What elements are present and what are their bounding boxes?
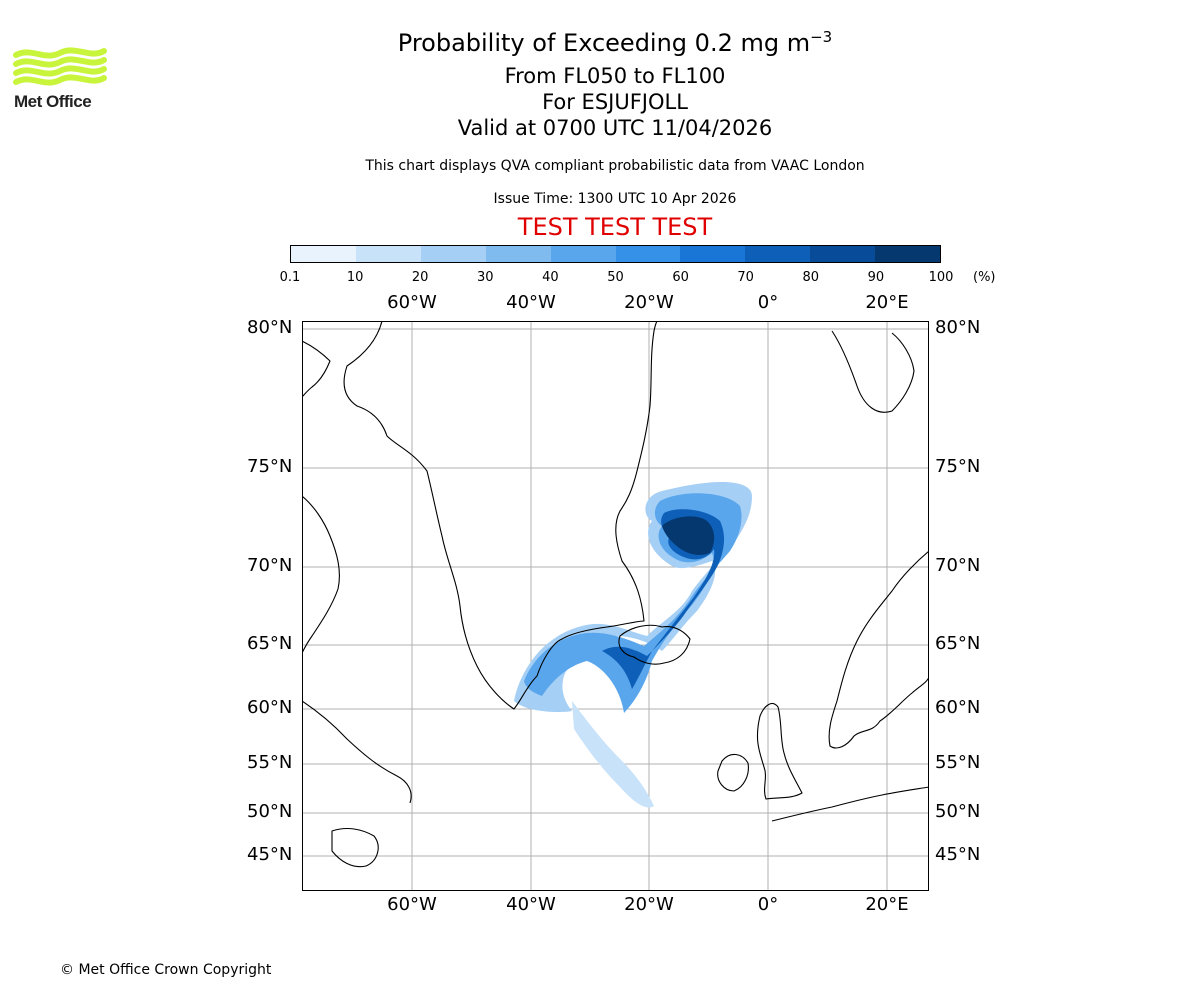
chart-description: This chart displays QVA compliant probab… <box>365 158 865 174</box>
lon-label-top-4: 20°E <box>865 292 909 313</box>
lon-label-top-3: 0° <box>757 292 779 313</box>
test-banner: TEST TEST TEST <box>517 213 713 241</box>
colorbar-unit: (%) <box>973 270 996 285</box>
coast-labrador <box>302 700 412 804</box>
coast-britain <box>756 703 803 800</box>
lat-label-left-4: 60°N <box>247 697 293 718</box>
colorbar-segment-5 <box>615 246 681 262</box>
lat-label-left-3: 65°N <box>247 633 293 654</box>
lat-label-right-4: 60°N <box>935 697 981 718</box>
lat-label-left-5: 55°N <box>247 752 293 773</box>
lat-label-right-1: 75°N <box>935 456 981 477</box>
lon-label-bottom-0: 60°W <box>387 894 437 915</box>
issue-time: Issue Time: 1300 UTC 10 Apr 2026 <box>493 191 737 207</box>
coast-iceland <box>618 624 691 665</box>
colorbar-tick-9: 90 <box>867 270 885 285</box>
logo-wave-3 <box>13 74 107 86</box>
colorbar-segment-1 <box>355 246 421 262</box>
volcano-name: For ESJUFJOLL <box>542 90 688 114</box>
chart-title: Probability of Exceeding 0.2 mg m−3 <box>0 28 1200 57</box>
colorbar-segment-0 <box>291 246 356 262</box>
logo-wave-2 <box>13 65 107 77</box>
colorbar-segment-3 <box>485 246 551 262</box>
colorbar-tick-0: 0.1 <box>279 270 301 285</box>
lat-label-right-5: 55°N <box>935 752 981 773</box>
colorbar-tick-4: 40 <box>542 270 559 285</box>
lon-label-bottom-4: 20°E <box>865 894 909 915</box>
colorbar-tick-7: 70 <box>737 270 754 285</box>
ash-plume <box>514 481 752 808</box>
met-office-logo <box>13 47 107 86</box>
map-frame <box>302 321 929 891</box>
colorbar-tick-3: 30 <box>477 270 494 285</box>
valid-time: Valid at 0700 UTC 11/04/2026 <box>457 116 773 140</box>
colorbar-tick-1: 10 <box>346 270 364 285</box>
colorbar-segment-2 <box>420 246 486 262</box>
map-background <box>302 321 929 891</box>
lon-label-top-1: 40°W <box>506 292 556 313</box>
coast-svalbard <box>831 330 915 413</box>
colorbar-tick-5: 50 <box>607 270 624 285</box>
ash-probability-map[interactable] <box>302 321 929 891</box>
plume-core-prob <box>662 516 715 555</box>
lat-label-left-2: 70°N <box>247 555 293 576</box>
logo-wave-0 <box>13 47 107 59</box>
title-exponent: −3 <box>810 28 833 46</box>
coast-ireland <box>717 753 749 792</box>
copyright: © Met Office Crown Copyright <box>60 962 272 978</box>
lon-label-bottom-3: 0° <box>757 894 779 915</box>
lat-label-right-2: 70°N <box>935 555 981 576</box>
lat-label-left-1: 75°N <box>247 456 293 477</box>
coastlines <box>302 321 929 868</box>
logo-waves-icon <box>13 47 107 86</box>
lat-label-left-7: 45°N <box>247 844 293 865</box>
coast-newfoundland <box>331 827 379 868</box>
colorbar-segment-4 <box>550 246 616 262</box>
colorbar-tick-2: 20 <box>411 270 429 285</box>
logo-text: Met Office <box>14 92 92 111</box>
lat-label-left-6: 50°N <box>247 801 293 822</box>
lon-label-bottom-2: 20°W <box>624 894 674 915</box>
coast-continental-europe <box>771 786 929 822</box>
colorbar-segment-9 <box>875 246 941 262</box>
coast-baffin <box>302 495 340 654</box>
colorbar-tick-10: 100 <box>928 270 954 285</box>
colorbar-segment-7 <box>745 246 811 262</box>
colorbar-tick-6: 60 <box>672 270 689 285</box>
title-main: Probability of Exceeding 0.2 mg m <box>397 29 811 57</box>
coast-greenland <box>343 321 658 710</box>
flight-levels: From FL050 to FL100 <box>504 64 726 88</box>
coast-ellesmere <box>302 340 331 398</box>
logo-wave-1 <box>13 56 107 68</box>
coast-scandinavia <box>828 550 929 749</box>
lon-label-top-2: 20°W <box>624 292 674 313</box>
lat-label-left-0: 80°N <box>247 317 293 338</box>
plume-southern-tail <box>572 701 654 808</box>
lon-label-bottom-1: 40°W <box>506 894 556 915</box>
colorbar-segment-8 <box>810 246 876 262</box>
lon-label-top-0: 60°W <box>387 292 437 313</box>
lat-label-right-3: 65°N <box>935 633 981 654</box>
lat-label-right-7: 45°N <box>935 844 981 865</box>
lat-label-right-0: 80°N <box>935 317 981 338</box>
lat-label-right-6: 50°N <box>935 801 981 822</box>
colorbar-segment-6 <box>680 246 746 262</box>
colorbar-tick-8: 80 <box>802 270 820 285</box>
colorbar <box>290 245 941 263</box>
